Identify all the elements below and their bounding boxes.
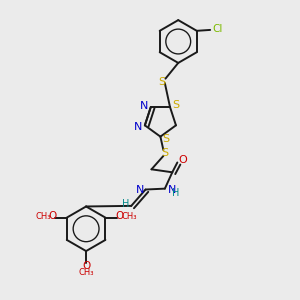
Text: S: S [162,134,169,144]
Text: N: N [168,184,176,194]
Text: CH₃: CH₃ [35,212,51,221]
Text: Cl: Cl [212,24,223,34]
Text: S: S [158,76,166,87]
Text: CH₃: CH₃ [122,212,137,221]
Text: N: N [134,122,142,132]
Text: N: N [140,100,148,111]
Text: H: H [122,200,130,209]
Text: N: N [136,184,144,194]
Text: CH₃: CH₃ [78,268,94,277]
Text: O: O [178,154,187,164]
Text: O: O [48,212,57,221]
Text: S: S [161,148,168,158]
Text: H: H [172,188,180,198]
Text: O: O [116,212,124,221]
Text: O: O [82,261,90,271]
Text: S: S [172,100,179,110]
